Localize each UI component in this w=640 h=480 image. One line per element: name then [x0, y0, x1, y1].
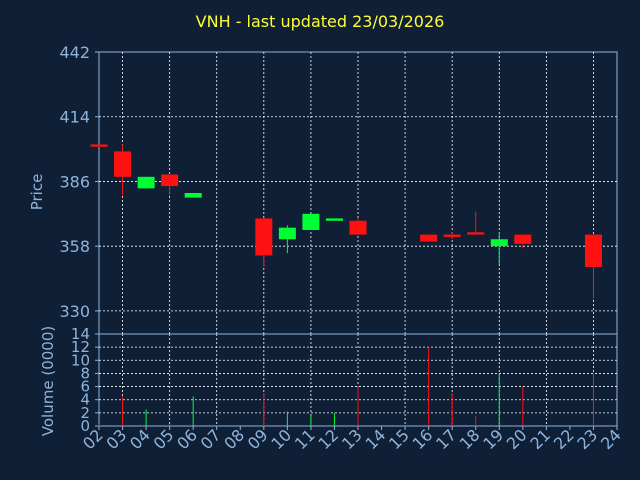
volume-tick-label: 2 — [80, 404, 90, 422]
candle-body — [90, 144, 108, 147]
candle-body — [325, 218, 343, 221]
price-tick-label: 386 — [59, 172, 90, 191]
candle-body — [584, 234, 602, 267]
volume-axis-label: Volume (0000) — [39, 326, 57, 436]
volume-tick-label: 10 — [71, 351, 90, 369]
candle-body — [490, 239, 508, 247]
candle-body — [302, 213, 320, 230]
candle-body — [137, 176, 155, 189]
price-panel: 330 358 386 414 442 — [59, 43, 618, 335]
candle-body — [114, 151, 132, 177]
candle-body — [467, 232, 485, 235]
volume-tick-label: 6 — [80, 378, 90, 396]
candle-body — [184, 193, 202, 198]
volume-tick-label: 0 — [80, 417, 90, 435]
price-tick-label: 442 — [59, 43, 90, 62]
volume-tick-label: 4 — [80, 391, 90, 409]
price-tick-label: 330 — [59, 302, 90, 321]
candle-body — [349, 220, 367, 235]
chart-title: VNH - last updated 23/03/2026 — [195, 12, 445, 31]
candle-body — [514, 234, 532, 244]
candle-body — [278, 227, 296, 240]
price-tick-label: 414 — [59, 108, 90, 127]
candle-body — [255, 218, 273, 256]
volume-tick-label: 8 — [80, 364, 90, 382]
x-axis: 0203040506070809101112131415161718192021… — [79, 425, 625, 453]
candle-body — [443, 234, 461, 237]
price-tick-label: 358 — [59, 237, 90, 256]
volume-tick-label: 12 — [71, 338, 90, 356]
x-tick-label: 24 — [597, 425, 625, 453]
price-axis-label: Price — [28, 174, 46, 211]
volume-tick-label: 14 — [71, 325, 90, 343]
candle-body — [161, 174, 179, 187]
x-axis-label: Day — [333, 458, 363, 476]
candle-body — [420, 234, 438, 242]
